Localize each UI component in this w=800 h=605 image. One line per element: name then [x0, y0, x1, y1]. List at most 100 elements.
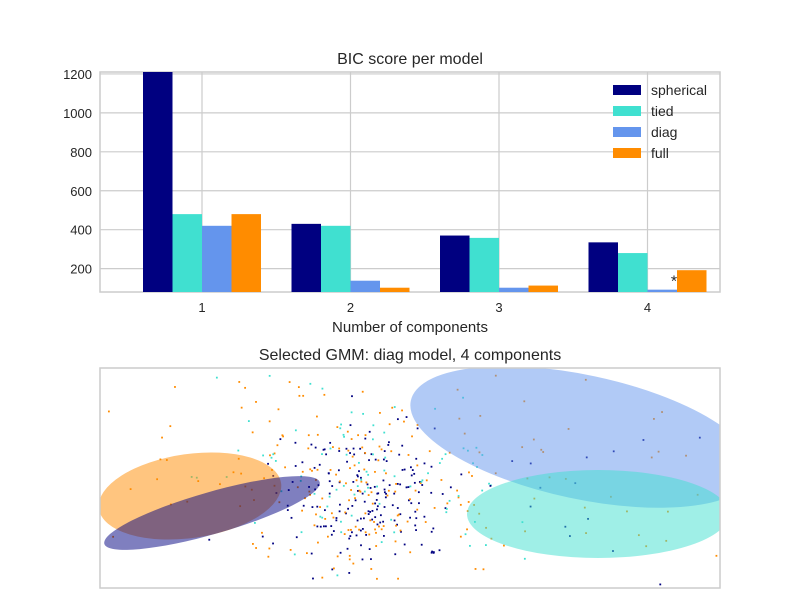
scatter-point: [315, 513, 317, 516]
scatter-point: [360, 476, 362, 479]
scatter-point: [396, 507, 399, 509]
scatter-point: [306, 552, 308, 555]
scatter-point: [353, 493, 356, 496]
scatter-point: [247, 420, 250, 423]
scatter-point: [336, 574, 339, 577]
scatter-point: [294, 429, 297, 432]
scatter-point: [339, 480, 341, 483]
scatter-point: [383, 450, 386, 453]
legend-label-spherical: spherical: [651, 82, 707, 98]
scatter-point: [358, 470, 360, 473]
scatter-point: [376, 485, 378, 488]
scatter-point: [383, 535, 385, 537]
scatter-point: [335, 517, 338, 519]
scatter-point: [351, 505, 354, 507]
scatter-point: [416, 427, 419, 430]
scatter-point: [366, 483, 369, 486]
scatter-point: [316, 525, 319, 528]
scatter-point: [342, 433, 345, 436]
scatter-point: [393, 475, 396, 478]
scatter-point: [385, 492, 387, 495]
scatter-point: [382, 520, 385, 523]
scatter-point: [444, 507, 447, 510]
scatter-point: [307, 434, 310, 437]
scatter-point: [301, 461, 304, 464]
scatter-point: [293, 553, 296, 556]
bar-diag-3: [499, 287, 529, 292]
scatter-point: [342, 484, 345, 487]
scatter-point: [309, 468, 312, 471]
scatter-point: [421, 479, 424, 482]
scatter-point: [355, 479, 358, 482]
scatter-point: [382, 458, 385, 461]
scatter-point: [354, 525, 357, 528]
scatter-point: [330, 533, 333, 536]
scatter-point: [380, 541, 383, 544]
scatter-point: [467, 501, 470, 503]
best-model-star: *: [671, 274, 677, 291]
scatter-point: [403, 468, 406, 471]
scatter-point: [380, 528, 383, 531]
scatter-point: [277, 408, 280, 411]
bic-subplot: 200 400 600 800 1000 1200 1 2 3 4 BIC score per …: [63, 51, 721, 336]
scatter-point: [240, 406, 243, 409]
scatter-point: [357, 434, 359, 437]
scatter-point: [340, 520, 342, 523]
scatter-point: [350, 489, 352, 491]
scatter-point: [444, 453, 447, 456]
legend-swatch-spherical: [613, 85, 641, 95]
scatter-point: [371, 502, 374, 505]
scatter-point: [382, 479, 385, 482]
scatter-point: [356, 474, 359, 477]
scatter-point: [423, 462, 426, 465]
scatter-point: [485, 544, 487, 546]
scatter-point: [399, 483, 402, 486]
scatter-point: [289, 549, 292, 551]
scatter-point: [394, 540, 397, 543]
scatter-point: [385, 472, 387, 475]
gmm-subplot: Selected GMM: diag model, 4 components: [99, 347, 721, 589]
bar-full-3: [528, 285, 558, 292]
scatter-point: [330, 512, 333, 515]
scatter-point: [353, 453, 356, 456]
scatter-point: [414, 510, 417, 513]
scatter-point: [364, 531, 367, 534]
bar-full-1: [231, 214, 261, 292]
ellipse-diag: [410, 368, 720, 508]
scatter-point: [432, 527, 435, 530]
scatter-point: [369, 487, 372, 489]
scatter-point: [387, 489, 390, 492]
scatter-point: [369, 519, 372, 522]
scatter-point: [449, 486, 452, 489]
scatter-point: [388, 484, 391, 487]
legend-swatch-tied: [613, 106, 641, 116]
scatter-point: [107, 410, 110, 413]
scatter-point: [281, 434, 284, 437]
scatter-point: [365, 534, 368, 536]
scatter-point: [294, 465, 297, 467]
scatter-point: [311, 506, 314, 508]
scatter-point: [468, 471, 470, 474]
scatter-point: [395, 483, 397, 485]
scatter-point: [348, 572, 351, 574]
scatter-point: [294, 441, 297, 444]
scatter-point: [409, 485, 412, 488]
bar-full-4: [677, 270, 707, 292]
scatter-point: [386, 494, 389, 497]
scatter-point: [374, 470, 376, 473]
bar-spherical-1: [143, 72, 173, 292]
scatter-point: [423, 515, 426, 518]
scatter-point: [393, 519, 396, 522]
scatter-point: [325, 453, 328, 456]
scatter-point: [329, 469, 332, 471]
scatter-point: [368, 459, 370, 462]
scatter-point: [267, 462, 269, 465]
scatter-point: [215, 376, 218, 379]
scatter-point: [401, 444, 404, 447]
scatter-point: [339, 503, 341, 506]
scatter-point: [363, 490, 366, 493]
scatter-point: [430, 465, 433, 468]
scatter-point: [347, 507, 350, 510]
scatter-point: [396, 523, 398, 526]
scatter-point: [359, 490, 362, 493]
